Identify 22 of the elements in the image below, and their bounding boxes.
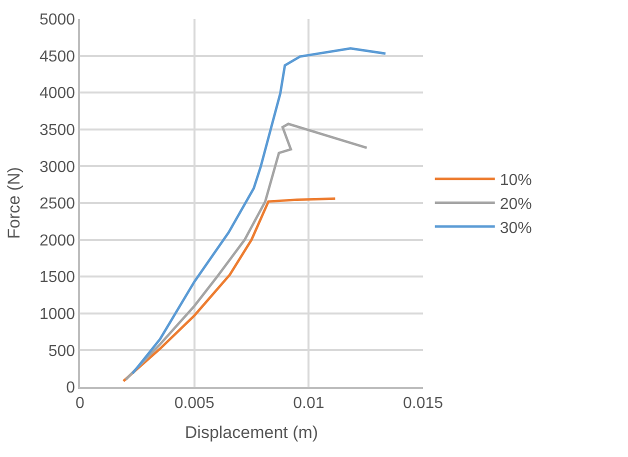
y-tick-label: 2500 — [39, 196, 76, 213]
x-axis-title: Displacement (m) — [184, 422, 318, 442]
y-tick-label: 3000 — [39, 158, 76, 176]
x-tick-label: 0.015 — [402, 394, 444, 412]
y-tick-label: 1500 — [39, 269, 76, 286]
y-tick-label: 2000 — [39, 232, 76, 250]
legend-label: 20% — [500, 196, 532, 213]
y-tick-label: 3500 — [39, 122, 76, 139]
y-tick-label: 0 — [66, 380, 76, 397]
y-axis-title: Force (N) — [4, 167, 24, 239]
line-series — [124, 122, 368, 381]
y-tick-label: 4000 — [39, 85, 76, 102]
x-tick-label: 0.01 — [293, 394, 324, 412]
legend-label: 30% — [500, 220, 532, 237]
y-tick-label: 5000 — [39, 12, 76, 29]
y-tick-label: 500 — [48, 342, 76, 360]
y-tick-label: 1000 — [39, 306, 76, 323]
line-series — [131, 47, 387, 375]
legend-label: 10% — [500, 172, 532, 190]
x-tick-label: 0.005 — [174, 394, 214, 412]
y-tick-label: 4500 — [39, 48, 76, 66]
line-series — [122, 197, 336, 382]
